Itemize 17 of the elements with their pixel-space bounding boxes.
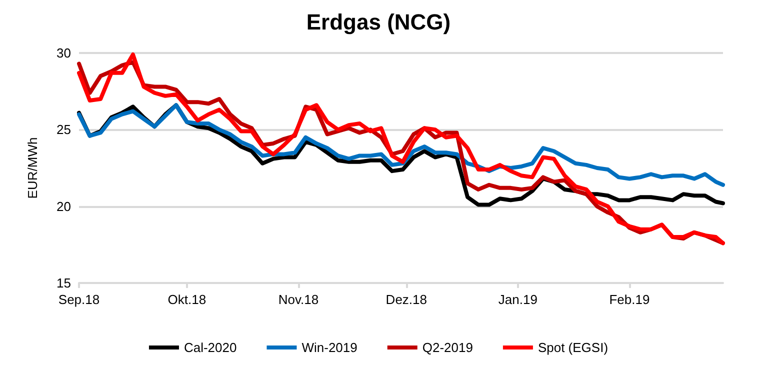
y-tick-label: 20 [56, 198, 71, 214]
legend-label: Win-2019 [302, 340, 358, 355]
legend-label: Cal-2020 [184, 340, 237, 355]
y-tick-label: 30 [56, 46, 71, 60]
legend-label: Q2-2019 [422, 340, 473, 355]
y-tick-label: 15 [56, 276, 71, 290]
y-tick-label: 25 [56, 122, 71, 138]
x-tick-label: Nov.18 [278, 292, 319, 307]
y-axis-title: EUR/MWh [25, 137, 40, 199]
x-tick-label: Dez.18 [386, 292, 427, 307]
x-tick-label: Sep.18 [58, 292, 100, 307]
x-tick-label: Feb.19 [609, 292, 650, 307]
chart-title: Erdgas (NCG) [306, 10, 451, 34]
x-tick-label: Okt.18 [168, 292, 206, 307]
x-tick-label: Jan.19 [498, 292, 538, 307]
legend-label: Spot (EGSI) [538, 340, 608, 355]
line-series [77, 103, 725, 187]
